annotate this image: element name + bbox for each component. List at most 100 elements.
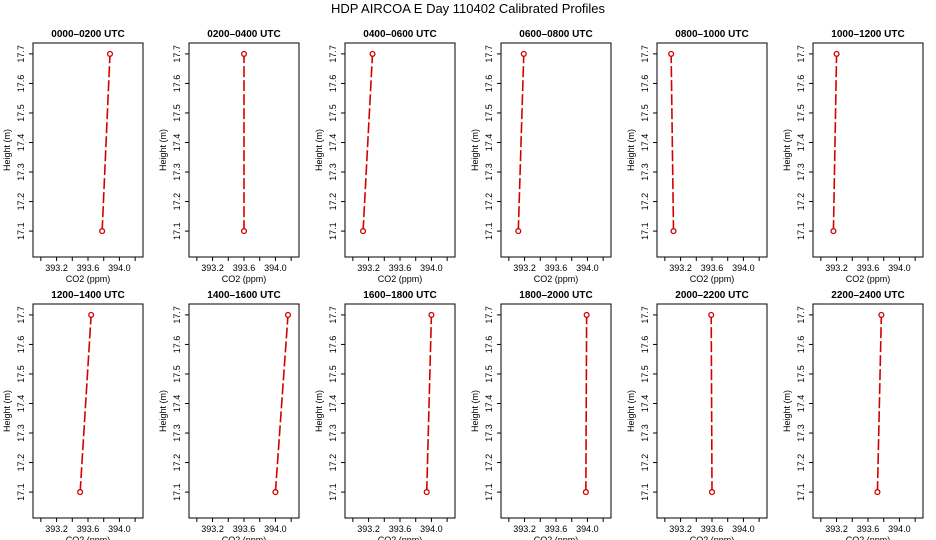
x-axis-label: CO2 (ppm) bbox=[66, 274, 111, 284]
plot-frame bbox=[500, 42, 612, 258]
y-tick-label: 17.2 bbox=[640, 193, 650, 211]
x-tick-label: 394.0 bbox=[420, 524, 443, 534]
y-axis-label: Height (m) bbox=[158, 390, 168, 432]
panel-title: 0800–1000 UTC bbox=[675, 29, 748, 40]
y-tick-label: 17.2 bbox=[172, 454, 182, 472]
profile-line bbox=[362, 53, 374, 232]
y-axis-label: Height (m) bbox=[470, 390, 480, 432]
profile-line bbox=[832, 53, 838, 232]
data-point bbox=[99, 228, 106, 235]
x-axis-label: CO2 (ppm) bbox=[378, 535, 423, 540]
panel-title: 0200–0400 UTC bbox=[207, 29, 280, 40]
x-axis-label: CO2 (ppm) bbox=[222, 535, 267, 540]
y-tick-label: 17.1 bbox=[172, 222, 182, 240]
y-tick-label: 17.2 bbox=[172, 193, 182, 211]
y-tick-label: 17.2 bbox=[796, 193, 806, 211]
x-tick-label: 393.6 bbox=[77, 263, 100, 273]
y-tick-label: 17.1 bbox=[328, 483, 338, 501]
y-tick-label: 17.4 bbox=[328, 134, 338, 152]
y-tick-label: 17.5 bbox=[640, 365, 650, 383]
x-tick-label: 393.2 bbox=[825, 524, 848, 534]
y-tick-label: 17.1 bbox=[16, 222, 26, 240]
x-axis-label: CO2 (ppm) bbox=[222, 274, 267, 284]
panel-title: 1800–2000 UTC bbox=[519, 290, 592, 301]
plot-frame bbox=[344, 303, 456, 519]
y-axis-label: Height (m) bbox=[626, 390, 636, 432]
y-tick-label: 17.5 bbox=[328, 365, 338, 383]
x-tick-label: 394.0 bbox=[264, 524, 287, 534]
y-tick-label: 17.3 bbox=[796, 424, 806, 442]
panel-title: 0000–0200 UTC bbox=[51, 29, 124, 40]
data-point bbox=[830, 228, 837, 235]
data-point bbox=[708, 489, 716, 496]
y-tick-label: 17.6 bbox=[16, 336, 26, 354]
data-point bbox=[874, 489, 881, 496]
data-point bbox=[708, 311, 715, 318]
plot-frame bbox=[812, 303, 924, 519]
y-tick-label: 17.3 bbox=[640, 424, 650, 442]
x-axis-label: CO2 (ppm) bbox=[690, 274, 735, 284]
y-tick-label: 17.4 bbox=[484, 395, 494, 413]
data-point bbox=[833, 50, 840, 57]
plot-frame bbox=[32, 42, 144, 258]
profile-line bbox=[710, 314, 713, 493]
panel-title: 2000–2200 UTC bbox=[675, 290, 748, 301]
data-point bbox=[668, 50, 675, 57]
y-tick-label: 17.2 bbox=[484, 193, 494, 211]
panel-title: 1200–1400 UTC bbox=[51, 290, 124, 301]
x-tick-label: 393.6 bbox=[233, 524, 256, 534]
profile-line bbox=[274, 314, 289, 493]
y-tick-label: 17.5 bbox=[172, 104, 182, 122]
y-axis-label: Height (m) bbox=[314, 390, 324, 432]
y-tick-label: 17.4 bbox=[796, 134, 806, 152]
panel-title: 0600–0800 UTC bbox=[519, 29, 592, 40]
plot-frame bbox=[32, 303, 144, 519]
y-tick-label: 17.5 bbox=[796, 104, 806, 122]
profile-line bbox=[585, 314, 588, 493]
x-axis-label: CO2 (ppm) bbox=[378, 274, 423, 284]
data-point bbox=[88, 311, 95, 318]
data-point bbox=[360, 228, 367, 235]
y-tick-label: 17.7 bbox=[16, 306, 26, 324]
y-tick-label: 17.5 bbox=[484, 365, 494, 383]
data-point bbox=[423, 489, 430, 496]
x-tick-label: 393.6 bbox=[545, 524, 568, 534]
y-tick-label: 17.6 bbox=[796, 75, 806, 93]
plot-frame bbox=[188, 303, 300, 519]
y-tick-label: 17.7 bbox=[484, 306, 494, 324]
y-tick-label: 17.7 bbox=[640, 306, 650, 324]
y-tick-label: 17.5 bbox=[796, 365, 806, 383]
x-axis-label: CO2 (ppm) bbox=[66, 535, 111, 540]
y-axis-label: Height (m) bbox=[314, 129, 324, 171]
y-tick-label: 17.6 bbox=[328, 75, 338, 93]
y-tick-label: 17.6 bbox=[328, 336, 338, 354]
plot-frame bbox=[344, 42, 456, 258]
y-tick-label: 17.7 bbox=[640, 45, 650, 63]
x-axis-label: CO2 (ppm) bbox=[690, 535, 735, 540]
y-tick-label: 17.6 bbox=[484, 75, 494, 93]
y-tick-label: 17.2 bbox=[16, 454, 26, 472]
y-tick-label: 17.6 bbox=[484, 336, 494, 354]
panel-title: 1600–1800 UTC bbox=[363, 290, 436, 301]
x-tick-label: 393.2 bbox=[513, 524, 536, 534]
y-tick-label: 17.3 bbox=[16, 424, 26, 442]
data-point bbox=[284, 311, 292, 318]
y-tick-label: 17.1 bbox=[484, 222, 494, 240]
y-tick-label: 17.3 bbox=[484, 424, 494, 442]
x-axis-label: CO2 (ppm) bbox=[534, 535, 579, 540]
data-point bbox=[878, 311, 885, 318]
y-tick-label: 17.5 bbox=[16, 104, 26, 122]
y-tick-label: 17.1 bbox=[172, 483, 182, 501]
x-axis-label: CO2 (ppm) bbox=[846, 274, 891, 284]
x-tick-label: 393.6 bbox=[545, 263, 568, 273]
y-tick-label: 17.3 bbox=[16, 163, 26, 181]
y-axis-label: Height (m) bbox=[782, 390, 792, 432]
page-title: HDP AIRCOA E Day 110402 Calibrated Profi… bbox=[330, 1, 606, 16]
x-tick-label: 394.0 bbox=[576, 524, 599, 534]
